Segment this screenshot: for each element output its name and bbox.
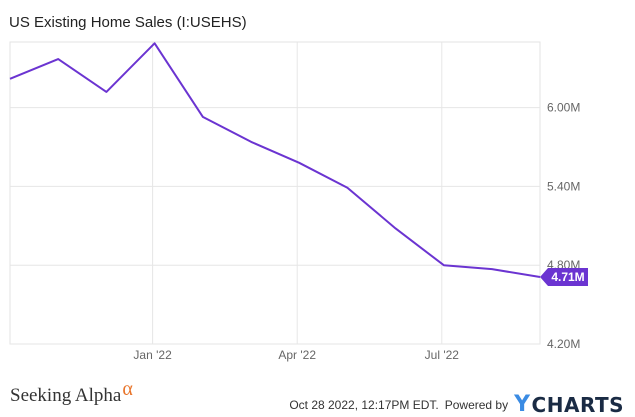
last-value-label: 4.71M [551, 270, 584, 284]
alpha-symbol: α [122, 378, 133, 400]
chart-footer: Oct 28 2022, 12:17PM EDT. Powered by Y CH… [289, 392, 624, 417]
ycharts-logo: Y CHARTS [514, 392, 624, 417]
series-line [9, 42, 541, 279]
seeking-alpha-logo: Seeking Alphaα [10, 378, 133, 407]
chart-title: US Existing Home Sales (I:USEHS) [9, 14, 247, 31]
x-tick-label: Jul '22 [425, 348, 460, 362]
seeking-alpha-text: Seeking Alpha [10, 385, 122, 406]
plot-area-border [9, 41, 541, 345]
x-tick-label: Apr '22 [278, 348, 316, 362]
y-gridlines [10, 107, 540, 345]
y-tick-label: 4.20M [547, 337, 580, 351]
x-gridlines [152, 42, 443, 344]
x-tick-label: Jan '22 [133, 348, 172, 362]
y-tick-label: 5.40M [547, 179, 580, 193]
x-tick-labels: Jan '22 Apr '22 Jul '22 [133, 348, 459, 362]
ycharts-wordmark: CHARTS [531, 392, 624, 417]
powered-by-label: Powered by [444, 397, 509, 412]
last-value-badge-shape [540, 268, 588, 287]
y-tick-label: 6.00M [547, 101, 580, 115]
last-value-badge: 4.71M [540, 268, 588, 287]
ycharts-y-mark: Y [514, 392, 531, 417]
series-group [9, 42, 541, 279]
timestamp: Oct 28 2022, 12:17PM EDT. [289, 397, 439, 412]
